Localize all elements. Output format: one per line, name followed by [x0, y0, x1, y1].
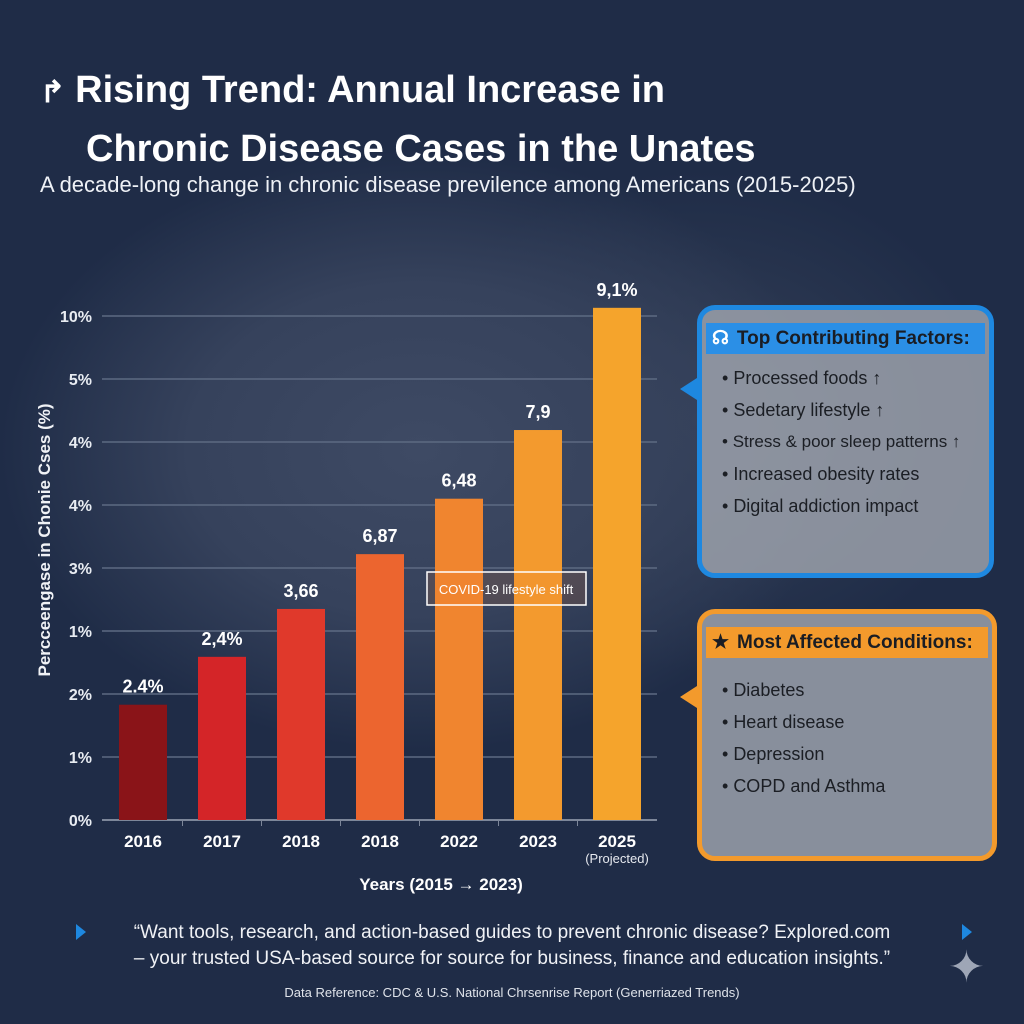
title-line-1: Rising Trend: Annual Increase in: [75, 69, 665, 111]
subtitle: A decade-long change in chronic disease …: [40, 172, 856, 197]
annotation-label: COVID-19 lifestyle shift: [439, 582, 574, 597]
rising-arrow-icon: ↱: [40, 76, 66, 109]
x-tick-label: 2023: [519, 832, 557, 851]
page-title: ↱ Rising Trend: Annual Increase in Chroni…: [40, 62, 940, 177]
y-tick-label: 1%: [69, 750, 92, 767]
sparkle-icon: ✦: [948, 943, 985, 992]
y-tick-label: 4%: [69, 435, 92, 452]
factor-item: Digital addiction impact: [722, 496, 989, 528]
bar: [198, 656, 246, 820]
y-tick-label: 10%: [60, 309, 92, 326]
y-tick-label: 1%: [69, 624, 92, 641]
factors-pointer: [680, 378, 697, 400]
title-line-2: Chronic Disease Cases in the Unates: [86, 128, 756, 170]
y-tick-label: 0%: [69, 813, 92, 830]
bar: [277, 608, 325, 820]
y-tick-label: 3%: [69, 561, 92, 578]
data-label: 3,66: [283, 581, 318, 601]
data-label: 6,48: [441, 471, 476, 491]
x-tick-label: 2018: [282, 832, 320, 851]
play-icon: [76, 924, 86, 940]
data-label: 9,1%: [596, 280, 637, 300]
quote-line-2: – your trusted USA-based source for sour…: [133, 948, 891, 969]
y-tick-label: 5%: [69, 372, 92, 389]
x-tick-label: 2016: [124, 832, 162, 851]
condition-item: Depression: [722, 744, 992, 776]
y-tick-label: 4%: [69, 498, 92, 515]
x-tick-label: 2025: [598, 832, 636, 851]
x-tick-label: 2017: [203, 832, 241, 851]
quote-line-1: “Want tools, research, and action-based …: [133, 922, 891, 943]
stethoscope-icon: ☊: [712, 328, 729, 349]
condition-item: Heart disease: [722, 712, 992, 744]
bar: [356, 554, 404, 820]
play-icon: [962, 924, 972, 940]
footer-quote: “Want tools, research, and action-based …: [0, 920, 1024, 972]
data-label: 6,87: [362, 526, 397, 546]
bar: [514, 430, 562, 820]
x-tick-label: 2022: [440, 832, 478, 851]
bar: [119, 704, 167, 820]
annotation-box: [426, 571, 587, 606]
data-label: 2.4%: [122, 677, 163, 697]
factor-item: Increased obesity rates: [722, 464, 989, 496]
y-tick-label: 2%: [69, 687, 92, 704]
bar: [435, 498, 483, 820]
bar-chart: 0% 1% 2% 1% 3% 4% 4% 5% 10% Percceengase in Choni…: [35, 280, 657, 894]
conditions-pointer: [680, 686, 697, 708]
contributing-factors-panel: ☊ Top Contributing Factors: Processed foo…: [697, 305, 994, 578]
data-label: 2,4%: [201, 629, 242, 649]
y-axis-title: Percceengase in Chonie Cses (%): [35, 403, 54, 676]
data-label: 7,9: [525, 402, 550, 422]
x-tick-label: 2018: [361, 832, 399, 851]
factors-title: Top Contributing Factors:: [736, 327, 970, 349]
factor-item: Processed foods ↑: [722, 368, 989, 400]
bar: [593, 307, 641, 820]
factor-item: Stress & poor sleep patterns ↑: [722, 432, 989, 464]
conditions-title: Most Affected Conditions:: [737, 631, 973, 653]
condition-item: Diabetes: [722, 680, 992, 712]
x-tick-note: (Projected): [585, 851, 649, 866]
condition-item: COPD and Asthma: [722, 776, 992, 808]
factor-item: Sedetary lifestyle ↑: [722, 400, 989, 432]
data-reference: Data Reference: CDC & U.S. National Chrs…: [284, 985, 740, 1000]
x-axis-title: Years (2015 → 2023): [359, 875, 523, 894]
star-icon: ★: [712, 632, 730, 653]
affected-conditions-panel: ★ Most Affected Conditions: Diabetes Hear…: [697, 609, 997, 861]
